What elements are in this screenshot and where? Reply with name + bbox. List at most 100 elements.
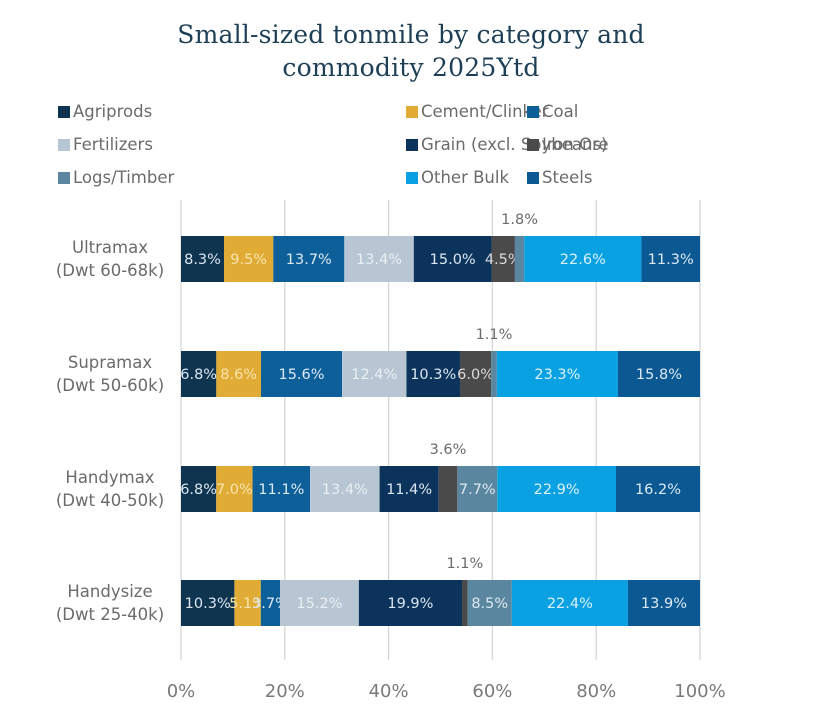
category-label: Handysize [67,582,152,601]
data-label-outside: 1.8% [501,212,538,228]
legend-swatch [527,171,539,184]
category-labels: Ultramax (Dwt 60-68k) Supramax (Dwt 50-60k)… [56,238,164,624]
data-label: 7.0% [216,482,253,498]
x-tick-label: 60% [472,681,512,702]
data-label: 3.7% [252,596,289,612]
legend-label: Iron Ore [542,135,609,154]
data-label: 15.2% [296,596,342,612]
bar-segment [406,351,460,397]
bar-segment [261,351,343,397]
legend-item: Other Bulk [406,168,509,187]
data-label: 13.4% [322,482,368,498]
bar-segment [379,466,439,512]
data-label: 8.5% [471,596,508,612]
bar-segment [260,580,281,626]
legend-label: Steels [542,168,593,187]
x-tick-label: 100% [674,681,725,702]
legend-swatch [58,138,70,151]
bar-segment [224,236,274,282]
legend-item: Logs/Timber [58,168,174,187]
data-label: 8.3% [184,252,221,268]
legend-swatch [58,171,70,184]
x-tick-label: 0% [167,681,196,702]
bar-segment [491,236,515,282]
x-tick-label: 40% [369,681,409,702]
bar-segment [413,236,492,282]
data-label: 15.6% [278,367,324,383]
bar-segment [358,580,463,626]
data-label: 22.4% [547,596,593,612]
data-label: 7.7% [459,482,496,498]
bar-segment [310,466,380,512]
legend-label: Coal [542,102,579,121]
data-label: 11.4% [386,482,432,498]
legend-item: Cement/Clinker [406,102,548,121]
legend-swatch [406,105,418,118]
bar-segment [491,351,497,397]
data-label: 19.9% [387,596,433,612]
legend-label: Logs/Timber [73,168,175,187]
data-label: 13.9% [641,596,687,612]
bar-segment [342,351,407,397]
x-tick-label: 80% [576,681,616,702]
bar-segment [511,580,628,626]
data-label: 10.3% [185,596,231,612]
legend-item: Steels [527,168,592,187]
category-sublabel: (Dwt 40-50k) [56,491,164,510]
legend-label: Other Bulk [421,168,510,187]
x-axis-ticks: 0% 20% 40% 60% 80% 100% [167,681,726,702]
legend-swatch [58,105,70,118]
bar-segment [181,580,235,626]
data-label: 4.5% [485,252,522,268]
data-label: 6.8% [180,482,217,498]
bar-segment [273,236,345,282]
data-label: 12.4% [351,367,397,383]
data-label: 10.3% [410,367,456,383]
bar-row: 6.8% 8.6% 15.6% 12.4% 10.3% 6.0% 1.1% 23.3% 15.8… [180,327,700,397]
bar-segment [617,351,700,397]
bar-segment [280,580,359,626]
data-label: 5.1% [229,596,266,612]
bar-segment [344,236,414,282]
category-sublabel: (Dwt 50-60k) [56,376,164,395]
x-tick-label: 20% [265,681,305,702]
category-sublabel: (Dwt 60-68k) [56,261,164,280]
bar-segment [467,580,512,626]
bar-segment [496,351,618,397]
bar-segment [641,236,700,282]
category-label: Supramax [68,353,152,372]
bar-segment [216,351,262,397]
legend-swatch [527,138,539,151]
bar-row: 6.8%7.0% 11.1% 13.4% 11.4% 3.6% 7.7% 22.9% 16.2… [180,442,700,512]
data-label: 22.9% [534,482,580,498]
bar-segment [252,466,311,512]
legend-item: Fertilizers [58,135,153,154]
data-label: 15.8% [636,367,682,383]
data-label: 16.2% [635,482,681,498]
legend-label: Cement/Clinker [421,102,549,121]
bar-segment [459,351,492,397]
category-label: Ultramax [72,238,148,257]
data-label: 13.4% [356,252,402,268]
category-sublabel: (Dwt 25-40k) [56,605,164,624]
chart-title-line-1: Small-sized tonmile by category and [177,20,645,49]
bar-segment [462,580,468,626]
bar-segment [514,236,525,282]
category-label: Handymax [65,468,154,487]
legend-item: Coal [527,102,578,121]
data-label: 9.5% [230,252,267,268]
bar-segment [181,351,217,397]
bar-segment [181,236,225,282]
bar-segment [524,236,642,282]
legend-swatch [406,171,418,184]
bar-segment [234,580,261,626]
data-label: 22.6% [560,252,606,268]
bar-segment [216,466,253,512]
chart-title: Small-sized tonmile by category and comm… [0,18,822,84]
chart-title-line-2: commodity 2025Ytd [282,53,540,82]
data-label-outside: 1.1% [476,327,513,343]
legend-label: Fertilizers [73,135,153,154]
legend-item: Grain (excl. Soybeans) [406,135,607,154]
data-label: 11.1% [258,482,304,498]
